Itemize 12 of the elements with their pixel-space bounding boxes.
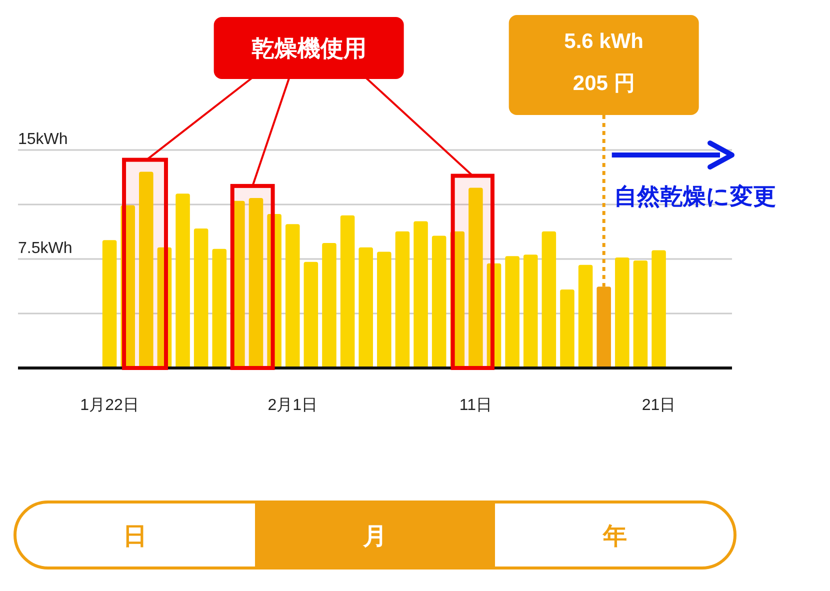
text: 5.6 kWh 205 円 (564, 30, 644, 95)
x-tick-label: 11日 (459, 397, 492, 414)
x-tick-label: 2月1日 (268, 397, 318, 414)
x-tick-label: 21日 (642, 397, 676, 414)
y-tick-label: 15kWh (18, 131, 68, 148)
text: 月 (362, 523, 387, 550)
text: 年 (602, 523, 627, 550)
y-tick-label: 7.5kWh (18, 240, 72, 257)
annotation: 自然乾燥に変更 (614, 183, 776, 209)
annotation: 乾燥機使用 (251, 35, 366, 61)
text: 日 (123, 523, 147, 550)
x-tick-label: 1月22日 (80, 397, 139, 414)
